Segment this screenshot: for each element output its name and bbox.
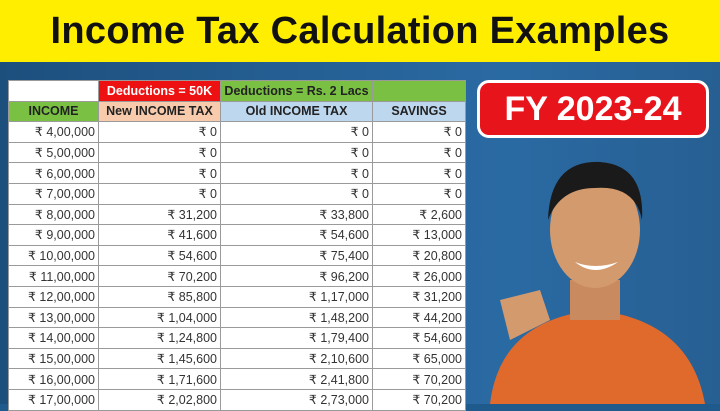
cell-new-tax: ₹ 0 (98, 121, 221, 143)
header-new-tax: New INCOME TAX (98, 100, 221, 123)
cell-savings: ₹ 0 (372, 162, 466, 184)
cell-savings: ₹ 26,000 (372, 265, 466, 287)
cell-old-tax: ₹ 75,400 (220, 244, 373, 267)
header-savings: SAVINGS (372, 100, 466, 123)
table-row: ₹ 15,00,000 ₹ 1,45,600 ₹ 2,10,600 ₹ 65,000 (8, 347, 466, 370)
table-row: ₹ 7,00,000 ₹ 0 ₹ 0 ₹ 0 (8, 182, 466, 205)
table-row: ₹ 4,00,000 ₹ 0 ₹ 0 ₹ 0 (8, 121, 466, 143)
cell-new-tax: ₹ 1,45,600 (98, 347, 221, 370)
cell-new-tax: ₹ 0 (98, 141, 221, 164)
cell-income: ₹ 9,00,000 (8, 224, 99, 246)
cell-old-tax: ₹ 0 (220, 162, 373, 184)
cell-savings: ₹ 31,200 (372, 285, 466, 308)
cell-income: ₹ 5,00,000 (8, 141, 99, 164)
cell-savings: ₹ 0 (372, 141, 466, 164)
cell-old-tax: ₹ 96,200 (220, 265, 373, 287)
cell-new-tax: ₹ 1,04,000 (98, 306, 221, 329)
cell-old-tax: ₹ 54,600 (220, 224, 373, 246)
cell-new-tax: ₹ 0 (98, 182, 221, 205)
pointing-hand (500, 290, 550, 340)
cell-income: ₹ 12,00,000 (8, 285, 99, 308)
header-income: INCOME (8, 100, 99, 123)
cell-savings: ₹ 70,200 (372, 388, 466, 411)
cell-savings: ₹ 44,200 (372, 306, 466, 329)
cell-savings: ₹ 70,200 (372, 368, 466, 390)
cell-income: ₹ 16,00,000 (8, 368, 99, 390)
deductions-old-label: Deductions = Rs. 2 Lacs (220, 80, 373, 102)
cell-savings: ₹ 65,000 (372, 347, 466, 370)
table-row: ₹ 12,00,000 ₹ 85,800 ₹ 1,17,000 ₹ 31,200 (8, 285, 466, 308)
deductions-new-label: Deductions = 50K (98, 80, 221, 102)
cell-new-tax: ₹ 70,200 (98, 265, 221, 287)
tax-table: Deductions = 50K Deductions = Rs. 2 Lacs… (8, 80, 466, 411)
cell-old-tax: ₹ 0 (220, 121, 373, 143)
shirt (490, 310, 705, 404)
cell-old-tax: ₹ 33,800 (220, 203, 373, 226)
cell-new-tax: ₹ 54,600 (98, 244, 221, 267)
cell-savings: ₹ 2,600 (372, 203, 466, 226)
cell-old-tax: ₹ 1,17,000 (220, 285, 373, 308)
cell-savings: ₹ 0 (372, 182, 466, 205)
cell-income: ₹ 15,00,000 (8, 347, 99, 370)
table-row: ₹ 8,00,000 ₹ 31,200 ₹ 33,800 ₹ 2,600 (8, 203, 466, 226)
table-row: ₹ 14,00,000 ₹ 1,24,800 ₹ 1,79,400 ₹ 54,600 (8, 327, 466, 349)
cell-income: ₹ 17,00,000 (8, 388, 99, 411)
page-title: Income Tax Calculation Examples (0, 0, 720, 62)
face (550, 172, 640, 288)
cell-income: ₹ 13,00,000 (8, 306, 99, 329)
cell-savings: ₹ 20,800 (372, 244, 466, 267)
table-row: ₹ 10,00,000 ₹ 54,600 ₹ 75,400 ₹ 20,800 (8, 244, 466, 267)
cell-old-tax: ₹ 1,48,200 (220, 306, 373, 329)
table-row: ₹ 17,00,000 ₹ 2,02,800 ₹ 2,73,000 ₹ 70,200 (8, 388, 466, 411)
cell-income: ₹ 8,00,000 (8, 203, 99, 226)
cell-savings: ₹ 54,600 (372, 327, 466, 349)
cell-income: ₹ 14,00,000 (8, 327, 99, 349)
cell-old-tax: ₹ 1,79,400 (220, 327, 373, 349)
cell-new-tax: ₹ 2,02,800 (98, 388, 221, 411)
table-row: ₹ 11,00,000 ₹ 70,200 ₹ 96,200 ₹ 26,000 (8, 265, 466, 287)
presenter-photo (490, 161, 705, 404)
cell-old-tax: ₹ 0 (220, 141, 373, 164)
cell-new-tax: ₹ 31,200 (98, 203, 221, 226)
cell-old-tax: ₹ 2,41,800 (220, 368, 373, 390)
cell-savings: ₹ 0 (372, 121, 466, 143)
cell-new-tax: ₹ 0 (98, 162, 221, 184)
cell-old-tax: ₹ 2,10,600 (220, 347, 373, 370)
table-row: ₹ 13,00,000 ₹ 1,04,000 ₹ 1,48,200 ₹ 44,200 (8, 306, 466, 329)
table-row: ₹ 5,00,000 ₹ 0 ₹ 0 ₹ 0 (8, 141, 466, 164)
cell-new-tax: ₹ 1,71,600 (98, 368, 221, 390)
cell-income: ₹ 11,00,000 (8, 265, 99, 287)
cell-old-tax: ₹ 2,73,000 (220, 388, 373, 411)
header-old-tax: Old INCOME TAX (220, 100, 373, 123)
cell-new-tax: ₹ 1,24,800 (98, 327, 221, 349)
hair (548, 161, 643, 220)
cell-savings: ₹ 13,000 (372, 224, 466, 246)
cell-income: ₹ 4,00,000 (8, 121, 99, 143)
cell-new-tax: ₹ 85,800 (98, 285, 221, 308)
table-row: ₹ 16,00,000 ₹ 1,71,600 ₹ 2,41,800 ₹ 70,200 (8, 368, 466, 390)
table-row: ₹ 9,00,000 ₹ 41,600 ₹ 54,600 ₹ 13,000 (8, 224, 466, 246)
fy-badge: FY 2023-24 (477, 80, 709, 138)
cell-income: ₹ 7,00,000 (8, 182, 99, 205)
cell-new-tax: ₹ 41,600 (98, 224, 221, 246)
cell-income: ₹ 6,00,000 (8, 162, 99, 184)
cell-income: ₹ 10,00,000 (8, 244, 99, 267)
table-row: ₹ 6,00,000 ₹ 0 ₹ 0 ₹ 0 (8, 162, 466, 184)
cell-old-tax: ₹ 0 (220, 182, 373, 205)
